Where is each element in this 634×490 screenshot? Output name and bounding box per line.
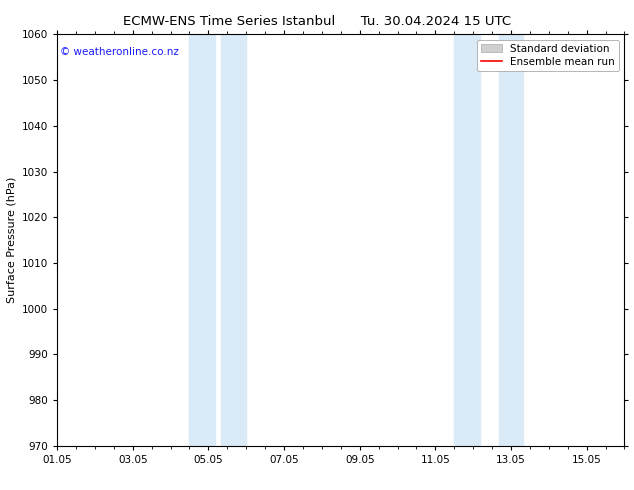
Legend: Standard deviation, Ensemble mean run: Standard deviation, Ensemble mean run	[477, 40, 619, 71]
Text: ECMW-ENS Time Series Istanbul      Tu. 30.04.2024 15 UTC: ECMW-ENS Time Series Istanbul Tu. 30.04.…	[123, 15, 511, 28]
Bar	[454, 34, 479, 446]
Bar	[221, 34, 246, 446]
Bar	[498, 34, 524, 446]
Text: © weatheronline.co.nz: © weatheronline.co.nz	[60, 47, 179, 57]
Bar	[190, 34, 215, 446]
Y-axis label: Surface Pressure (hPa): Surface Pressure (hPa)	[6, 177, 16, 303]
